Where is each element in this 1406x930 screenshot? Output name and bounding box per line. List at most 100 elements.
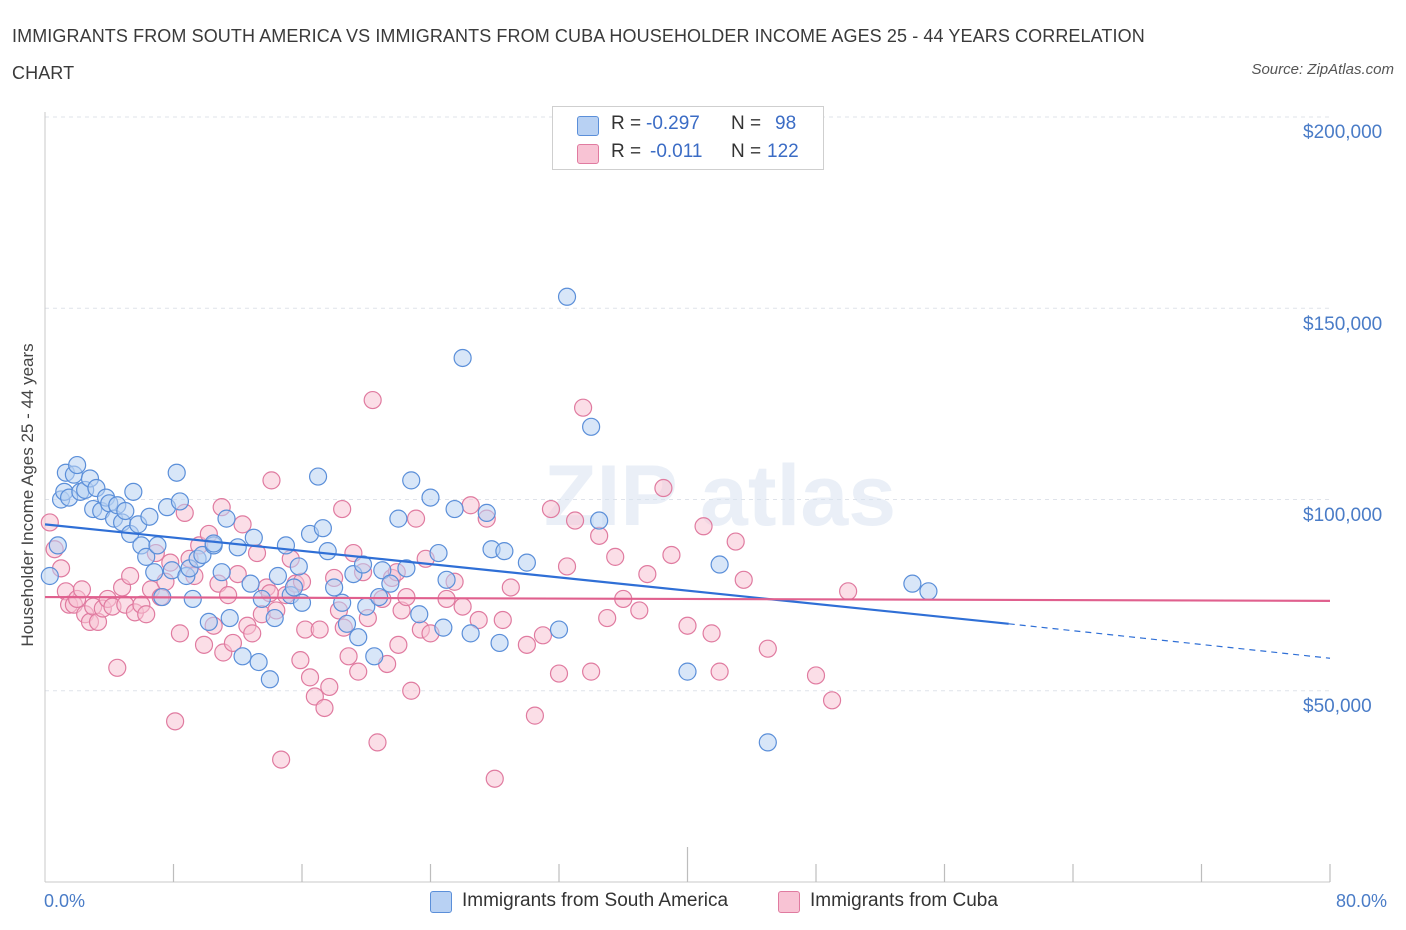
south-america-swatch xyxy=(577,116,599,136)
data-point xyxy=(517,635,536,654)
legend-label: Immigrants from Cuba xyxy=(810,890,998,911)
data-point xyxy=(137,547,156,566)
data-point xyxy=(167,463,186,482)
x-tick-label: 0.0% xyxy=(44,891,86,911)
data-point xyxy=(710,555,729,574)
y-axis-title: Householder Income Ages 25 - 44 years xyxy=(18,343,37,647)
data-point xyxy=(217,509,236,528)
data-point xyxy=(434,618,453,637)
data-point xyxy=(662,545,681,565)
data-point xyxy=(557,287,577,306)
data-point xyxy=(402,471,421,490)
data-point xyxy=(368,733,387,752)
data-point xyxy=(219,586,238,605)
r-label: R = xyxy=(611,113,642,134)
data-point xyxy=(839,582,858,601)
data-point xyxy=(453,597,472,616)
data-point xyxy=(702,624,721,643)
data-point xyxy=(806,666,826,685)
data-point xyxy=(654,478,673,498)
x-tick-label: 80.0% xyxy=(1336,891,1388,911)
data-point xyxy=(549,664,569,683)
data-point xyxy=(349,662,368,681)
data-point xyxy=(726,532,745,551)
axes xyxy=(44,112,1331,883)
data-point xyxy=(541,499,561,519)
data-point xyxy=(429,543,448,563)
gridlines xyxy=(45,116,1330,692)
data-point xyxy=(145,563,164,582)
data-point xyxy=(124,482,143,501)
data-point xyxy=(333,499,352,519)
data-point xyxy=(421,488,440,507)
data-point xyxy=(220,608,239,628)
data-point xyxy=(223,633,243,653)
data-point xyxy=(170,492,190,511)
data-point xyxy=(140,507,159,526)
data-point xyxy=(40,513,59,532)
stats-box: R = -0.297 N = 98 R = -0.011 N = 122 xyxy=(552,106,824,170)
data-point xyxy=(166,712,185,731)
n-label: N = xyxy=(731,113,762,134)
data-point xyxy=(310,620,329,639)
data-point xyxy=(260,670,279,689)
data-point xyxy=(320,677,339,697)
data-point xyxy=(116,501,135,521)
data-point xyxy=(244,528,263,547)
data-point xyxy=(204,534,223,553)
data-point xyxy=(453,348,472,368)
data-point xyxy=(445,499,464,519)
n-value: 122 xyxy=(767,141,799,162)
data-point xyxy=(262,471,281,490)
data-point xyxy=(276,536,296,555)
data-point xyxy=(630,601,649,620)
data-point xyxy=(315,698,334,718)
data-point xyxy=(410,605,429,624)
data-point xyxy=(533,626,553,645)
r-value: -0.011 xyxy=(650,141,703,162)
data-point xyxy=(485,769,504,788)
data-point xyxy=(402,681,421,700)
data-point xyxy=(365,647,384,666)
data-point xyxy=(549,620,569,639)
y-tick-label: $150,000 xyxy=(1303,314,1383,335)
data-point xyxy=(477,503,496,522)
data-point xyxy=(284,578,304,597)
data-point xyxy=(313,519,332,538)
source-label: Source: ZipAtlas.com xyxy=(1251,61,1394,78)
cuba-swatch xyxy=(577,144,599,164)
data-point xyxy=(557,557,577,576)
data-point xyxy=(212,563,231,582)
data-point xyxy=(501,578,520,597)
data-point xyxy=(606,547,625,566)
data-point xyxy=(300,668,320,687)
trend-line-cuba xyxy=(44,595,1331,602)
data-point xyxy=(121,566,140,586)
r-label: R = xyxy=(611,141,642,162)
data-point xyxy=(565,511,585,530)
trend-line-south-america-extension xyxy=(1008,623,1331,659)
data-point xyxy=(243,624,262,643)
trend-line-south-america xyxy=(44,523,1009,625)
data-point xyxy=(822,691,842,710)
data-point xyxy=(233,647,252,666)
data-point xyxy=(389,635,408,654)
n-label: N = xyxy=(731,141,762,162)
data-point xyxy=(199,612,218,632)
chart-title: IMMIGRANTS FROM SOUTH AMERICA VS IMMIGRA… xyxy=(12,26,1145,83)
cuba-swatch xyxy=(778,891,800,913)
data-point xyxy=(590,511,609,530)
trend-lines xyxy=(44,523,1331,659)
data-point xyxy=(919,582,938,601)
y-tick-label: $50,000 xyxy=(1303,696,1372,717)
data-point xyxy=(233,515,252,534)
data-point xyxy=(363,390,382,410)
data-point xyxy=(148,536,167,555)
r-value: -0.297 xyxy=(646,113,700,134)
data-point xyxy=(339,647,358,666)
data-point xyxy=(758,639,777,658)
data-point xyxy=(734,570,753,589)
data-point xyxy=(291,651,310,670)
data-point xyxy=(68,455,87,475)
data-point xyxy=(573,398,593,417)
